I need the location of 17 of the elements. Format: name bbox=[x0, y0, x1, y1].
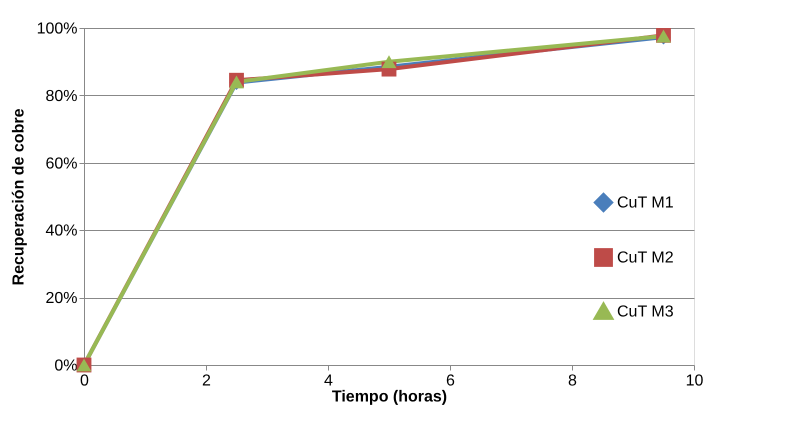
x-tick-label: 0 bbox=[80, 372, 90, 390]
x-axis-title: Tiempo (horas) bbox=[332, 388, 448, 406]
x-tick-label: 10 bbox=[686, 372, 704, 390]
x-tick-label: 6 bbox=[446, 372, 456, 390]
y-tick-label: 20% bbox=[45, 290, 78, 308]
legend-label: CuT M1 bbox=[617, 194, 674, 212]
y-tick-label: 60% bbox=[45, 155, 78, 172]
y-tick-label: 40% bbox=[45, 222, 78, 240]
x-tick-label: 8 bbox=[568, 372, 578, 390]
point bbox=[382, 55, 396, 68]
legend-label: CuT M2 bbox=[617, 250, 674, 266]
y-axis-title: Recuperación de cobre bbox=[10, 108, 28, 286]
y-tick-label: 100% bbox=[36, 20, 78, 38]
y-tick-label: 80% bbox=[45, 88, 78, 105]
x-tick-label: 2 bbox=[202, 372, 212, 390]
x-tick-label: 4 bbox=[324, 372, 334, 390]
legend-label: CuT M3 bbox=[617, 304, 674, 320]
